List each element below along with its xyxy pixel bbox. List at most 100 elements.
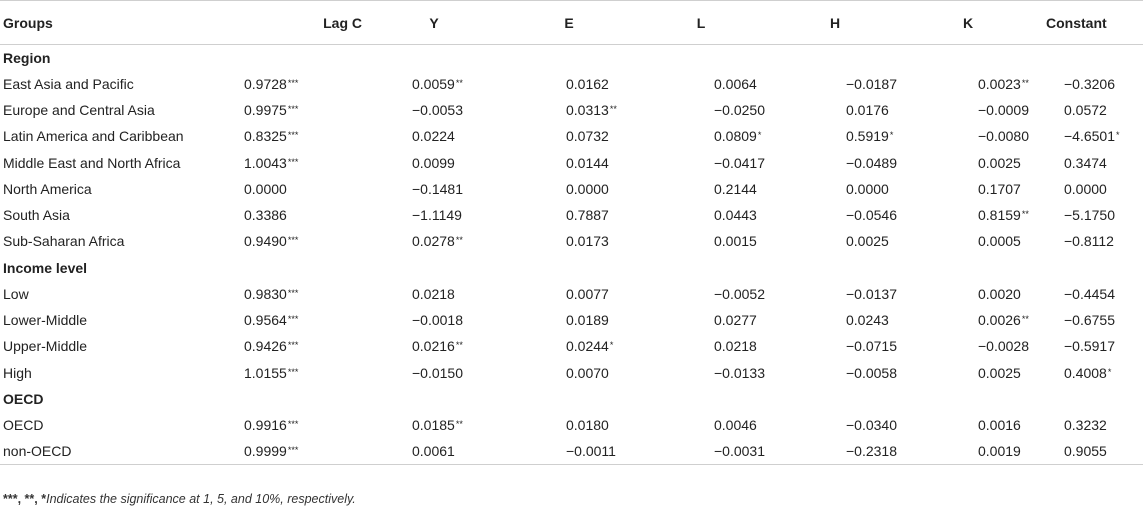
table-cell: −0.0031 bbox=[634, 438, 768, 466]
table-cell: 1.0043*** bbox=[232, 150, 368, 176]
cell-value: 0.0025 bbox=[978, 364, 1021, 381]
cell-value: −0.0417 bbox=[714, 154, 765, 171]
table-cell: 0.0216** bbox=[368, 333, 500, 359]
table-cell: −5.1750 bbox=[1034, 202, 1143, 228]
cell-value: 0.0277 bbox=[714, 312, 757, 329]
table-cell: 0.4008* bbox=[1034, 360, 1143, 386]
cell-value: 0.0077 bbox=[566, 285, 609, 302]
table-cell: 0.0243 bbox=[768, 307, 902, 333]
table-cell: 0.0732 bbox=[500, 123, 634, 149]
table-cell: 0.9830*** bbox=[232, 281, 368, 307]
table-cell: −0.0133 bbox=[634, 360, 768, 386]
cell-value: 0.9830 bbox=[244, 285, 287, 302]
cell-value: 0.3386 bbox=[244, 207, 287, 224]
row-label: Upper-Middle bbox=[3, 338, 88, 355]
table-cell: −0.0250 bbox=[634, 97, 768, 123]
significance-stars: ** bbox=[1021, 77, 1029, 88]
significance-stars: *** bbox=[287, 235, 299, 246]
table-cell: 0.9564*** bbox=[232, 307, 368, 333]
row-label: North America bbox=[3, 180, 92, 197]
table-cell: 0.9916*** bbox=[232, 412, 368, 438]
significance-stars: ** bbox=[1021, 314, 1029, 325]
cell-value: 0.0025 bbox=[846, 233, 889, 250]
table-row: South Asia 0.3386 −1.1149 0.7887 0.0443 −0.05… bbox=[0, 202, 1143, 228]
table-cell: −0.6755 bbox=[1034, 307, 1143, 333]
table-row: Low 0.9830*** 0.0218 0.0077 −0.0052 −0.0137 0.… bbox=[0, 281, 1143, 307]
table-cell: −0.0018 bbox=[368, 307, 500, 333]
table-cell: 0.0026** bbox=[902, 307, 1034, 333]
cell-value: 0.0176 bbox=[846, 102, 889, 119]
cell-value: −0.0053 bbox=[412, 102, 463, 119]
cell-value: 0.0016 bbox=[978, 417, 1021, 434]
row-label: OECD bbox=[3, 417, 44, 434]
table-cell: −0.8112 bbox=[1034, 228, 1143, 254]
table-cell: −0.0150 bbox=[368, 360, 500, 386]
cell-value: 0.8159 bbox=[978, 207, 1021, 224]
table-cell: 0.9728*** bbox=[232, 71, 368, 97]
table-cell: 0.7887 bbox=[500, 202, 634, 228]
table-cell: 0.0185** bbox=[368, 412, 500, 438]
group-header-row: Income level bbox=[0, 255, 1143, 281]
table-body: Region East Asia and Pacific 0.9728*** 0.00… bbox=[0, 45, 1143, 466]
table-cell: 0.0046 bbox=[634, 412, 768, 438]
cell-value: −0.0011 bbox=[566, 443, 616, 460]
row-label: non-OECD bbox=[0, 438, 232, 466]
table-cell: 0.8325*** bbox=[232, 123, 368, 149]
cell-value: 0.0061 bbox=[412, 443, 455, 460]
table-cell: 0.0180 bbox=[500, 412, 634, 438]
table-cell: 0.0144 bbox=[500, 150, 634, 176]
table-row: Lower-Middle 0.9564*** −0.0018 0.0189 0.0277… bbox=[0, 307, 1143, 333]
cell-value: 0.0005 bbox=[978, 233, 1021, 250]
header-e: E bbox=[500, 0, 634, 45]
cell-value: 0.0443 bbox=[714, 207, 757, 224]
table-cell: 0.8159** bbox=[902, 202, 1034, 228]
table-cell: −0.0417 bbox=[634, 150, 768, 176]
significance-stars: *** bbox=[287, 314, 299, 325]
cell-value: −1.1149 bbox=[412, 207, 462, 224]
cell-value: −0.0150 bbox=[412, 364, 463, 381]
cell-value: 0.9564 bbox=[244, 312, 287, 329]
table-cell: 0.3386 bbox=[232, 202, 368, 228]
table-cell: −0.4454 bbox=[1034, 281, 1143, 307]
cell-value: 0.1707 bbox=[978, 180, 1021, 197]
table-cell: −0.0546 bbox=[768, 202, 902, 228]
table-cell: 0.0443 bbox=[634, 202, 768, 228]
cell-value: 0.0046 bbox=[714, 417, 757, 434]
table-cell: 0.0000 bbox=[1034, 176, 1143, 202]
row-label: Sub-Saharan Africa bbox=[3, 233, 125, 250]
cell-value: 0.3232 bbox=[1064, 417, 1107, 434]
cell-value: 0.0278 bbox=[412, 233, 455, 250]
row-label: East Asia and Pacific bbox=[3, 75, 134, 92]
cell-value: −4.6501 bbox=[1064, 128, 1115, 145]
significance-stars: *** bbox=[287, 156, 299, 167]
header-h: H bbox=[768, 0, 902, 45]
cell-value: 0.0244 bbox=[566, 338, 609, 355]
cell-value: −0.4454 bbox=[1064, 285, 1115, 302]
cell-value: 0.8325 bbox=[244, 128, 287, 145]
cell-value: −0.0028 bbox=[978, 338, 1029, 355]
table-cell: 0.0244* bbox=[500, 333, 634, 359]
header-y: Y bbox=[368, 0, 500, 45]
header-groups: Groups bbox=[0, 0, 232, 45]
cell-value: 0.2144 bbox=[714, 180, 757, 197]
cell-value: 1.0043 bbox=[244, 154, 287, 171]
cell-value: 0.0809 bbox=[714, 128, 757, 145]
row-label: Low bbox=[3, 285, 29, 302]
table-footnote: ***, **, *Indicates the significance at … bbox=[3, 492, 356, 506]
row-label: Latin America and Caribbean bbox=[3, 128, 184, 145]
header-k: K bbox=[902, 0, 1034, 45]
cell-value: 0.0026 bbox=[978, 312, 1021, 329]
cell-value: 0.0572 bbox=[1064, 102, 1107, 119]
cell-value: −0.0133 bbox=[714, 364, 765, 381]
cell-value: −0.5917 bbox=[1064, 338, 1115, 355]
group-label: OECD bbox=[3, 390, 44, 407]
cell-value: 0.5919 bbox=[846, 128, 889, 145]
cell-value: −0.0009 bbox=[978, 102, 1029, 119]
table-cell: 0.0019 bbox=[902, 438, 1034, 466]
group-label: Region bbox=[3, 49, 51, 66]
cell-value: −0.0058 bbox=[846, 364, 897, 381]
cell-value: 0.0000 bbox=[566, 180, 609, 197]
significance-stars: *** bbox=[287, 104, 299, 115]
table-cell: −0.0053 bbox=[368, 97, 500, 123]
table-cell: 0.5919* bbox=[768, 123, 902, 149]
